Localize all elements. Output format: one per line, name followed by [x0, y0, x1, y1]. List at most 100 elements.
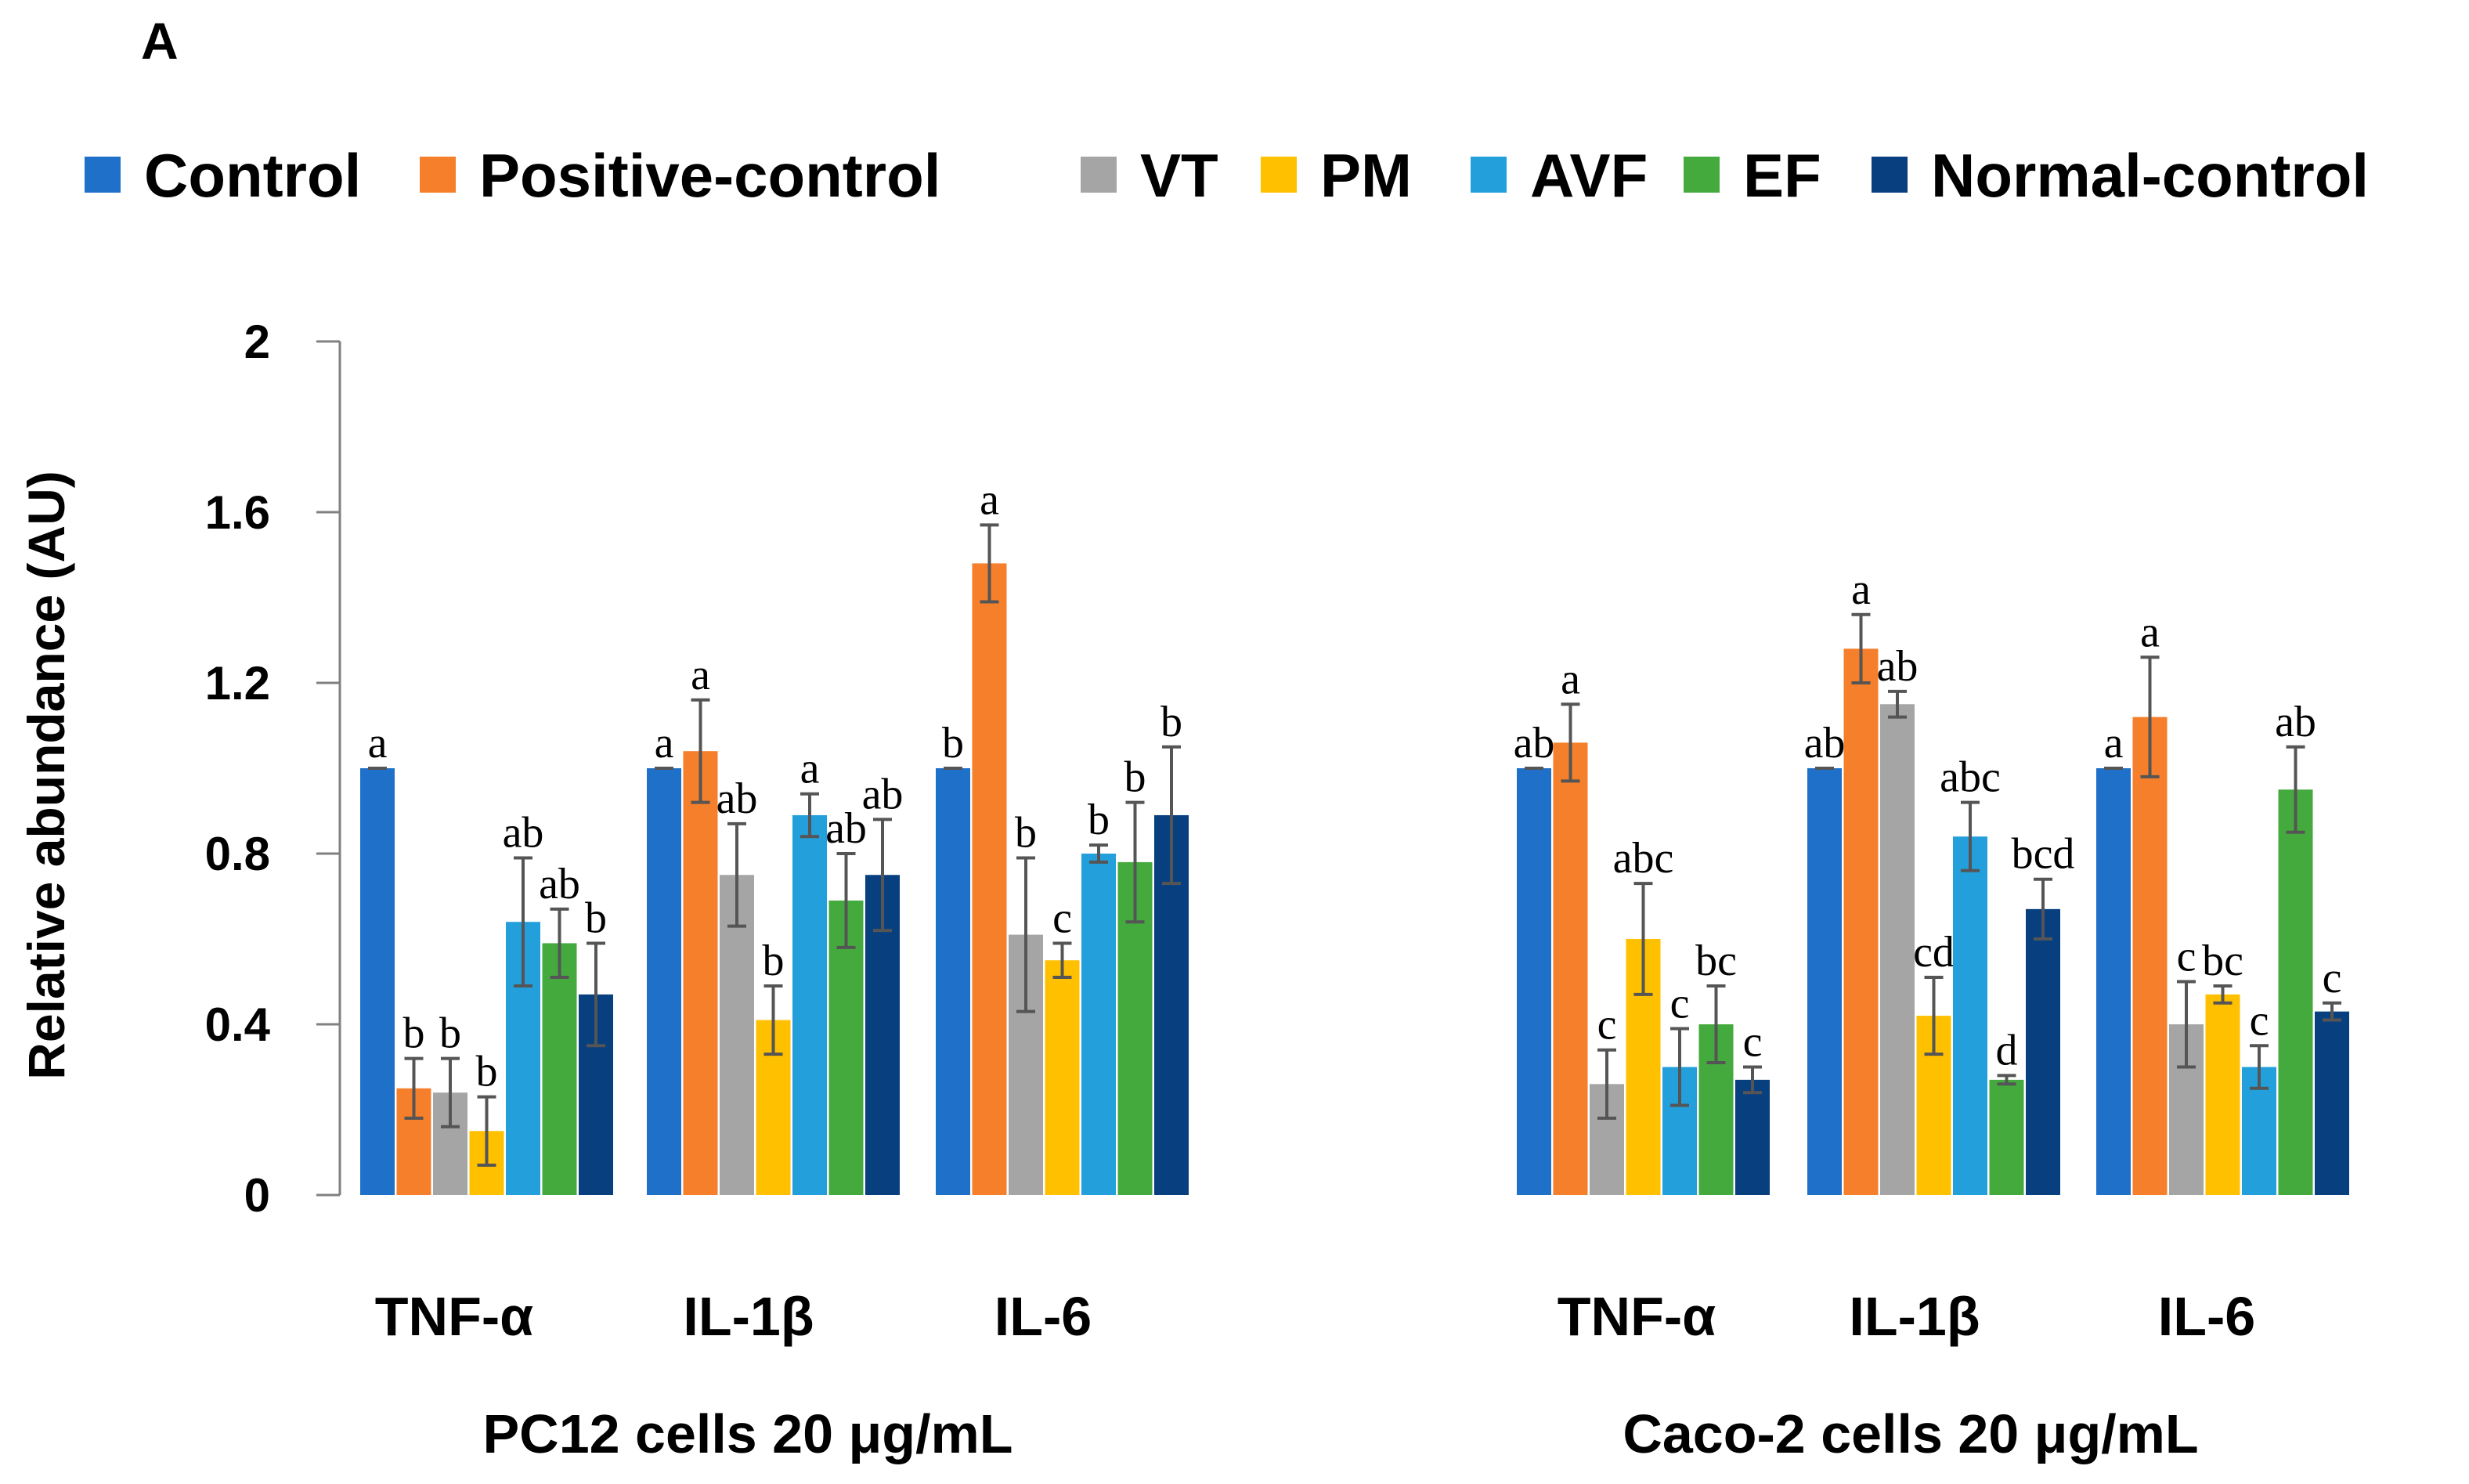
y-axis: 0 0.4 0.8 1.2 1.6 2	[205, 316, 341, 1222]
significance-letter: a	[691, 651, 710, 699]
significance-letter: d	[1996, 1026, 2018, 1074]
significance-letter: ab	[539, 860, 580, 908]
category-label: IL-1β	[683, 1286, 814, 1347]
significance-letter: c	[1743, 1018, 1763, 1067]
legend-label-4: AVF	[1530, 141, 1648, 210]
legend-label-3: PM	[1320, 141, 1412, 210]
y-tick-label: 1.6	[205, 486, 270, 539]
significance-letter: a	[2140, 608, 2160, 656]
significance-letter: a	[655, 719, 674, 767]
bar	[1807, 768, 1842, 1195]
bar	[1735, 1079, 1770, 1195]
legend-swatch-3	[1261, 157, 1297, 193]
y-axis-label: Relative abundance (AU)	[17, 471, 75, 1080]
significance-letter: ab	[1514, 719, 1555, 767]
bar	[1880, 704, 1915, 1195]
bar	[2026, 908, 2060, 1195]
significance-letter: b	[1088, 796, 1110, 844]
significance-letter: c	[1597, 1001, 1617, 1049]
legend-label-2: VT	[1140, 141, 1218, 210]
significance-letter: cd	[1913, 928, 1955, 977]
legend-swatch-4	[1471, 157, 1507, 193]
bar	[720, 875, 754, 1195]
bar	[647, 768, 681, 1195]
significance-letter: b	[403, 1009, 425, 1058]
significance-letter: bc	[2202, 937, 2243, 985]
bar	[1081, 854, 1116, 1195]
significance-letter: a	[800, 745, 820, 793]
category-label: TNF-α	[375, 1286, 533, 1347]
significance-letter: abc	[1940, 753, 2001, 802]
y-tick-label: 1.2	[205, 657, 270, 710]
significance-letter: bc	[1695, 937, 1737, 985]
bar	[936, 768, 970, 1195]
category-label: IL-6	[2158, 1286, 2255, 1347]
significance-letter: c	[2177, 933, 2196, 981]
legend-swatch-1	[420, 157, 456, 193]
significance-letter: abc	[1613, 834, 1674, 883]
significance-letter: ab	[1877, 642, 1919, 691]
y-tick-label: 0.8	[205, 828, 270, 880]
y-tick-label: 0.4	[205, 998, 271, 1051]
legend-label-5: EF	[1743, 141, 1821, 210]
bar	[360, 768, 395, 1195]
bar	[2315, 1011, 2349, 1195]
significance-letter: b	[1015, 808, 1037, 857]
bar	[1989, 1079, 2024, 1195]
category-label: IL-6	[994, 1286, 1092, 1347]
bar	[683, 751, 718, 1195]
legend-label-0: Control	[144, 141, 361, 210]
group-label: PC12 cells 20 μg/mL	[482, 1403, 1013, 1464]
legend-swatch-0	[85, 157, 121, 193]
significance-letter: c	[2323, 954, 2342, 1002]
significance-letter: ab	[2275, 698, 2316, 746]
bar	[1553, 742, 1588, 1195]
bar	[828, 900, 864, 1195]
y-tick-label: 2	[244, 316, 270, 368]
bar	[1517, 768, 1551, 1195]
significance-letter: bcd	[2012, 830, 2075, 879]
legend-label-1: Positive-control	[479, 141, 940, 210]
significance-letter: b	[1124, 753, 1146, 802]
significance-letter: a	[368, 719, 388, 767]
legend-label-6: Normal-control	[1931, 141, 2369, 210]
significance-letter: b	[763, 937, 785, 985]
significance-letter: ab	[503, 808, 544, 857]
legend-swatch-2	[1081, 157, 1117, 193]
significance-letter: ab	[717, 774, 758, 823]
significance-letter: b	[942, 719, 964, 767]
bar	[1045, 960, 1080, 1195]
legend: Control Positive-control VT PM AVF EF Normal-c…	[85, 141, 2369, 210]
y-tick-label: 0	[244, 1169, 270, 1222]
significance-letter: b	[1161, 698, 1182, 746]
significance-letter: ab	[862, 770, 904, 818]
bar	[542, 943, 577, 1195]
significance-letter: b	[476, 1048, 498, 1096]
group-label: Caco-2 cells 20 μg/mL	[1623, 1403, 2198, 1464]
significance-letter: c	[2250, 996, 2269, 1045]
panel-label: A	[141, 12, 179, 70]
significance-letter: ab	[825, 804, 867, 853]
category-label: TNF-α	[1558, 1286, 1716, 1347]
bar	[2132, 717, 2168, 1195]
significance-letter: a	[1561, 655, 1580, 703]
bar	[1953, 836, 1987, 1195]
bar	[1843, 648, 1879, 1195]
legend-swatch-5	[1684, 157, 1720, 193]
significance-letter: a	[2104, 719, 2124, 767]
significance-letter: ab	[1804, 719, 1846, 767]
significance-letter: c	[1052, 894, 1072, 942]
significance-letter: a	[980, 475, 999, 524]
x-axis-labels: TNF-α IL-1β IL-6 PC12 cells 20 μg/mL TNF-α IL…	[375, 1286, 2255, 1464]
significance-letter: c	[1670, 979, 1690, 1027]
legend-swatch-6	[1872, 157, 1908, 193]
bar	[792, 814, 827, 1195]
bar	[2278, 789, 2313, 1195]
significance-letter: b	[585, 894, 607, 942]
category-label: IL-1β	[1849, 1286, 1980, 1347]
bar	[2096, 768, 2131, 1195]
significance-letter: a	[1851, 565, 1871, 614]
bar	[972, 563, 1007, 1195]
